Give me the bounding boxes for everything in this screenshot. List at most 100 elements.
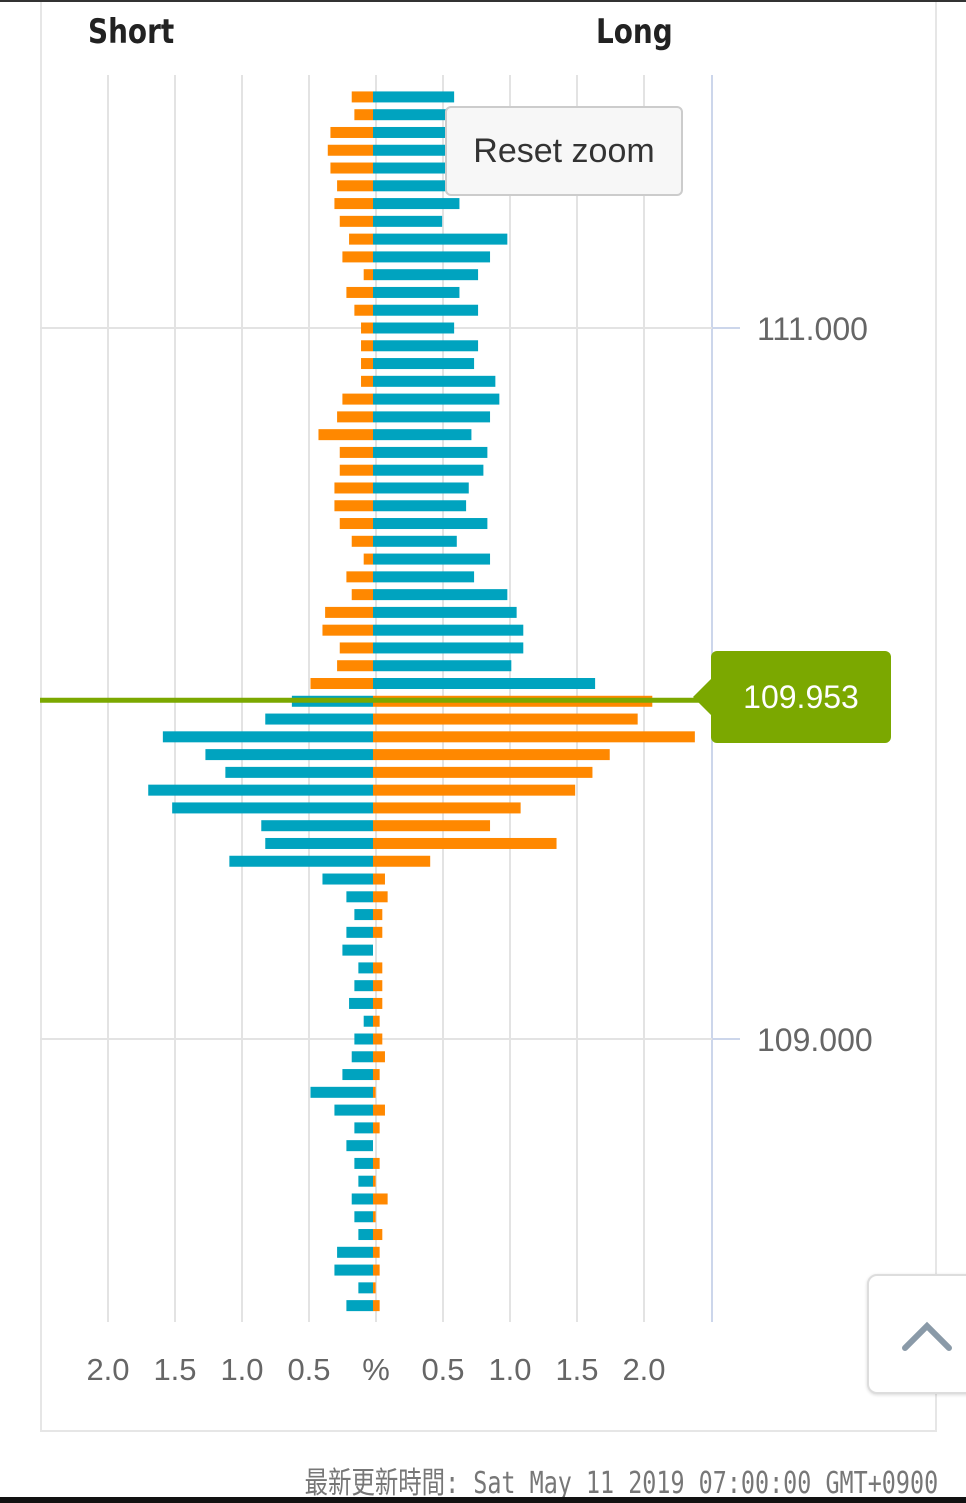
short-bar bbox=[334, 1104, 373, 1116]
long-bar bbox=[373, 837, 557, 849]
short-bar bbox=[346, 1300, 373, 1312]
short-bar bbox=[354, 109, 373, 121]
short-bar bbox=[354, 980, 373, 992]
x-tick-label: 1.0 bbox=[220, 1352, 263, 1387]
x-tick-label: 0.5 bbox=[287, 1352, 330, 1387]
long-bar bbox=[373, 1069, 380, 1081]
long-bar bbox=[373, 126, 447, 138]
short-header: Short bbox=[88, 12, 175, 52]
short-bar bbox=[349, 233, 373, 245]
short-bar bbox=[346, 1140, 373, 1152]
long-bar bbox=[373, 1211, 376, 1223]
short-bar bbox=[342, 393, 373, 405]
short-bar bbox=[358, 962, 373, 974]
chart-frame bbox=[40, 2, 937, 1432]
long-bar bbox=[373, 1246, 380, 1258]
reset-zoom-button[interactable]: Reset zoom bbox=[445, 106, 683, 196]
short-bar bbox=[342, 1069, 373, 1081]
short-bar bbox=[354, 1157, 373, 1169]
long-bar bbox=[373, 784, 576, 796]
long-bar bbox=[373, 162, 447, 174]
short-bar bbox=[337, 180, 373, 192]
short-bar bbox=[330, 162, 373, 174]
short-bar bbox=[261, 820, 373, 832]
long-bar bbox=[373, 926, 383, 938]
long-bar bbox=[373, 802, 521, 814]
short-bar bbox=[363, 1015, 373, 1027]
short-bar bbox=[354, 909, 373, 921]
long-bar bbox=[373, 1104, 385, 1116]
short-bar bbox=[346, 891, 373, 903]
long-bar bbox=[373, 1175, 376, 1187]
x-tick-label: 0.5 bbox=[421, 1352, 464, 1387]
short-bar bbox=[162, 731, 373, 743]
short-bar bbox=[334, 482, 373, 494]
long-bar bbox=[373, 464, 484, 476]
long-bar bbox=[373, 642, 524, 654]
long-bar bbox=[373, 393, 500, 405]
long-bar bbox=[373, 980, 383, 992]
short-bar bbox=[265, 837, 373, 849]
long-bar bbox=[373, 660, 512, 672]
top-border bbox=[0, 0, 966, 2]
short-bar bbox=[265, 713, 373, 725]
long-bar bbox=[373, 518, 488, 530]
last-updated-text: 最新更新時間: Sat May 11 2019 07:00:00 GMT+090… bbox=[304, 1466, 938, 1501]
short-bar bbox=[339, 215, 373, 227]
long-bar bbox=[373, 340, 479, 352]
long-bar bbox=[373, 446, 488, 458]
short-bar bbox=[363, 553, 373, 565]
short-bar bbox=[351, 1193, 373, 1205]
long-bar bbox=[373, 109, 447, 121]
short-bar bbox=[354, 1211, 373, 1223]
long-bar bbox=[373, 1264, 380, 1276]
short-bar bbox=[322, 624, 373, 636]
chevron-up-icon bbox=[902, 1321, 952, 1351]
short-bar bbox=[351, 1051, 373, 1063]
short-bar bbox=[354, 1033, 373, 1045]
long-bar bbox=[373, 909, 383, 921]
short-bar bbox=[339, 518, 373, 530]
long-bar bbox=[373, 322, 455, 334]
scroll-to-top-button[interactable] bbox=[867, 1274, 966, 1394]
x-tick-label: 2.0 bbox=[86, 1352, 129, 1387]
long-bar bbox=[373, 553, 491, 565]
short-bar bbox=[346, 571, 373, 583]
short-bar bbox=[339, 446, 373, 458]
long-bar bbox=[373, 749, 610, 761]
long-bar bbox=[373, 624, 524, 636]
long-bar bbox=[373, 606, 517, 618]
long-bar bbox=[373, 411, 491, 423]
x-tick-label: 1.5 bbox=[555, 1352, 598, 1387]
short-bar bbox=[172, 802, 373, 814]
long-bar bbox=[373, 891, 388, 903]
long-bar bbox=[373, 198, 460, 210]
y-tick-label: 109.000 bbox=[757, 1022, 873, 1058]
x-tick-label: 2.0 bbox=[622, 1352, 665, 1387]
short-bar bbox=[205, 749, 373, 761]
x-tick-label: % bbox=[362, 1352, 390, 1387]
long-bar bbox=[373, 215, 443, 227]
long-bar bbox=[373, 571, 475, 583]
short-bar bbox=[354, 304, 373, 316]
short-bar bbox=[337, 411, 373, 423]
short-bar bbox=[339, 642, 373, 654]
long-bar bbox=[373, 713, 638, 725]
long-bar bbox=[373, 1033, 383, 1045]
long-bar bbox=[373, 766, 593, 778]
long-bar bbox=[373, 1193, 388, 1205]
short-bar bbox=[342, 251, 373, 263]
short-bar bbox=[361, 322, 373, 334]
long-bar bbox=[373, 358, 475, 370]
short-bar bbox=[330, 126, 373, 138]
long-bar bbox=[373, 1300, 380, 1312]
long-bar bbox=[373, 589, 508, 601]
x-tick-label: 1.5 bbox=[153, 1352, 196, 1387]
long-bar bbox=[373, 482, 469, 494]
short-bar bbox=[361, 375, 373, 387]
long-bar bbox=[373, 233, 508, 245]
long-bar bbox=[373, 1157, 380, 1169]
long-header: Long bbox=[596, 12, 673, 52]
bottom-bar bbox=[0, 1497, 966, 1503]
x-tick-label: 1.0 bbox=[488, 1352, 531, 1387]
